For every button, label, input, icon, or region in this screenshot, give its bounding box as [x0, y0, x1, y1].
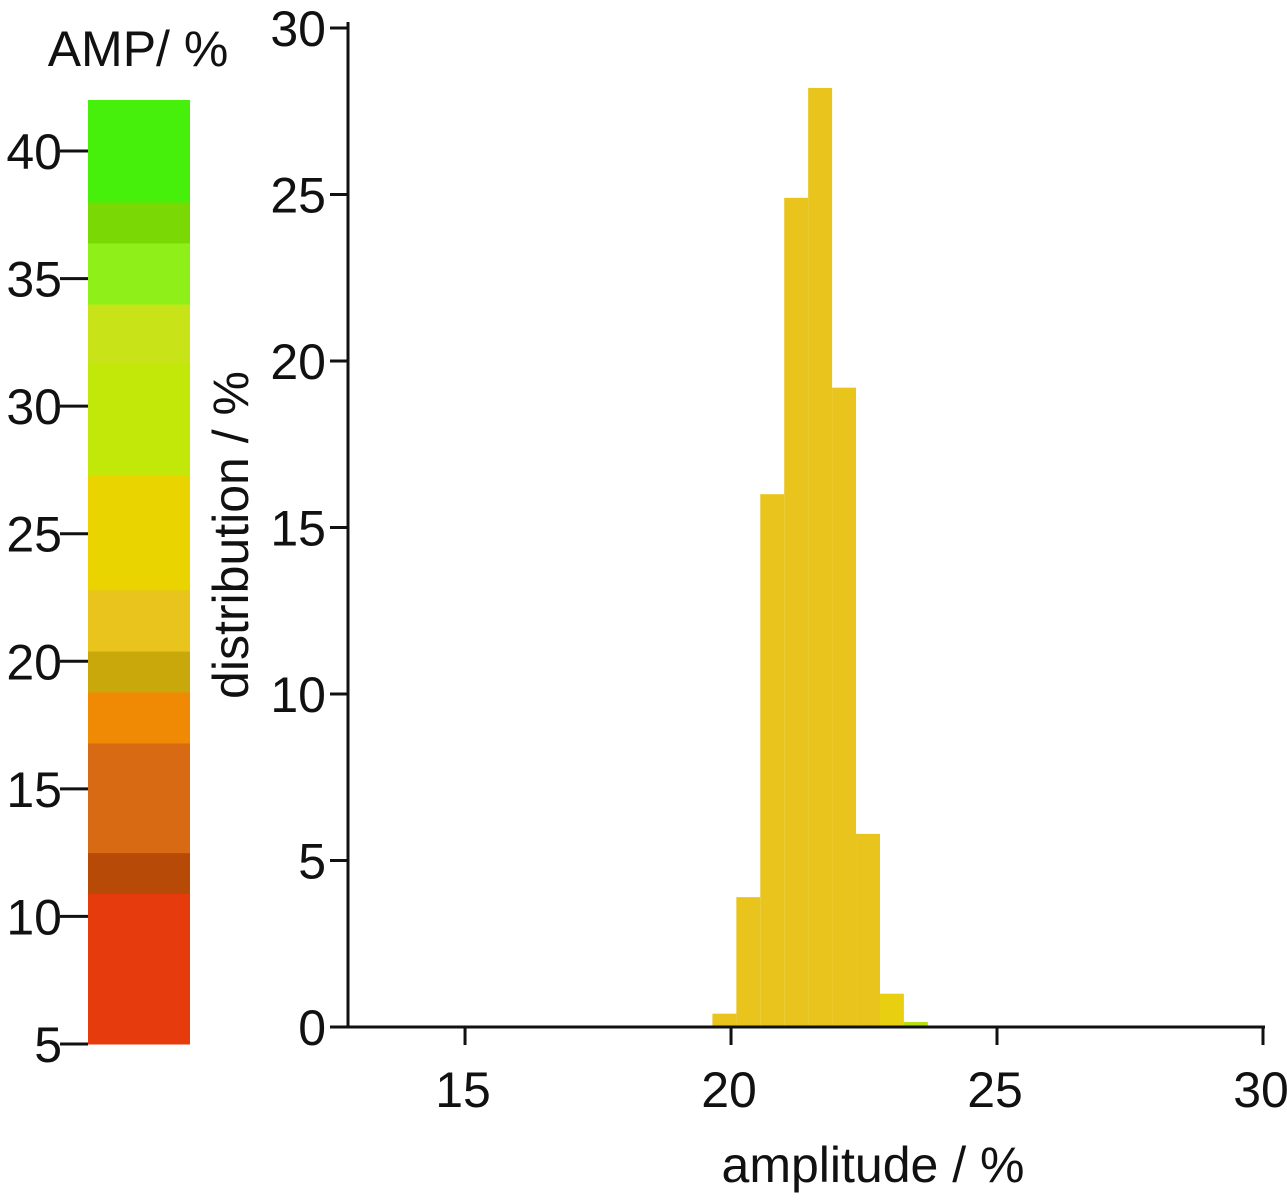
- x-tick-label: 30: [1233, 1062, 1287, 1118]
- y-tick-label: 30: [270, 1, 326, 57]
- colorbar-band: [88, 893, 190, 1045]
- colorbar-tick-label: 5: [34, 1017, 62, 1073]
- colorbar-band: [88, 202, 190, 244]
- colorbar-ticks: 5 10 15 20 25 30 35 40: [6, 124, 88, 1073]
- colorbar-title: AMP/ %: [48, 21, 229, 77]
- histogram-bars: [712, 87, 928, 1027]
- x-axis-ticks: 15 20 25 30: [435, 1027, 1287, 1118]
- y-axis-ticks: 0 5 10 15 20 25 30: [270, 1, 348, 1056]
- colorbar-band: [88, 651, 190, 693]
- histogram-bar: [736, 897, 761, 1027]
- x-axis-label: amplitude / %: [722, 1137, 1025, 1193]
- y-tick-label: 15: [270, 501, 326, 557]
- colorbar-band: [88, 362, 190, 476]
- y-tick-label: 0: [298, 1000, 326, 1056]
- histogram-bar: [856, 833, 880, 1027]
- colorbar-tick-label: 10: [6, 889, 62, 945]
- y-axis-label: distribution / %: [203, 371, 259, 699]
- histogram-plot: 0 5 10 15 20 25 30 15 20 25 30 amplitude / % dist…: [203, 1, 1287, 1193]
- histogram-bar: [832, 387, 857, 1027]
- colorbar-tick-label: 20: [6, 634, 62, 690]
- colorbar-band: [88, 100, 190, 203]
- colorbar-tick-label: 40: [6, 124, 62, 180]
- y-tick-label: 20: [270, 334, 326, 390]
- histogram-bar: [760, 494, 785, 1027]
- colorbar-band: [88, 691, 190, 744]
- y-tick-label: 25: [270, 168, 326, 224]
- colorbar-band: [88, 475, 190, 591]
- histogram-bar: [784, 197, 809, 1027]
- histogram-bar: [879, 993, 904, 1027]
- colorbar-band: [88, 742, 190, 854]
- x-tick-label: 20: [701, 1062, 757, 1118]
- colorbar-band: [88, 242, 190, 305]
- histogram-bar: [903, 1022, 928, 1027]
- colorbar-band: [88, 589, 190, 652]
- colorbar-legend: AMP/ % 5 10 15 20 25 30 35 40: [6, 21, 228, 1073]
- colorbar-tick-label: 30: [6, 379, 62, 435]
- histogram-bar: [712, 1013, 737, 1027]
- y-tick-label: 5: [298, 834, 326, 890]
- colorbar-tick-label: 15: [6, 762, 62, 818]
- colorbar-tick-label: 25: [6, 507, 62, 563]
- y-tick-label: 10: [270, 667, 326, 723]
- histogram-bar: [808, 87, 833, 1027]
- colorbar-bands: [88, 100, 190, 1045]
- x-tick-label: 15: [435, 1062, 491, 1118]
- x-tick-label: 25: [967, 1062, 1023, 1118]
- colorbar-band: [88, 304, 190, 364]
- colorbar-tick-label: 35: [6, 252, 62, 308]
- colorbar-band: [88, 852, 190, 894]
